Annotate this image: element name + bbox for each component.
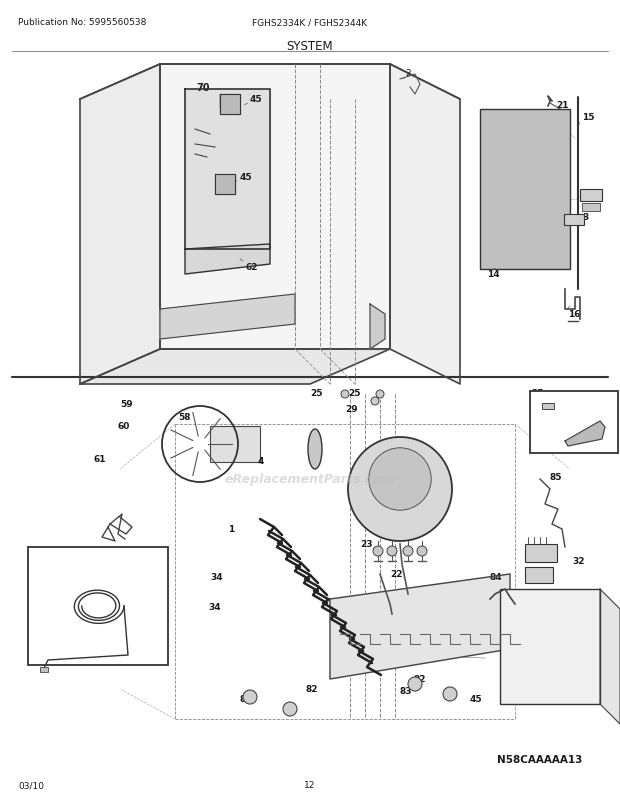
Text: 32: 32	[572, 557, 585, 565]
Bar	[40, 667, 48, 672]
Bar	[530, 391, 618, 453]
Text: 25: 25	[348, 389, 360, 398]
Polygon shape	[80, 350, 390, 384]
Text: 22: 22	[390, 569, 402, 579]
Polygon shape	[600, 589, 620, 724]
Text: 60: 60	[118, 422, 130, 431]
Text: 82: 82	[305, 685, 317, 694]
Text: 34: 34	[208, 603, 221, 612]
Circle shape	[283, 702, 297, 716]
Polygon shape	[80, 65, 160, 384]
Circle shape	[403, 546, 413, 557]
Text: 16: 16	[568, 310, 580, 319]
Text: 45: 45	[470, 695, 482, 703]
Bar	[582, 204, 600, 212]
Text: 55: 55	[543, 547, 556, 556]
Circle shape	[348, 437, 452, 541]
Text: eReplacementParts.com: eReplacementParts.com	[225, 473, 395, 486]
Text: 14: 14	[487, 270, 500, 279]
Text: 29: 29	[345, 405, 358, 414]
Bar	[28, 547, 168, 665]
Polygon shape	[220, 95, 240, 115]
Text: 45: 45	[240, 173, 252, 182]
Text: 41: 41	[581, 409, 593, 418]
Text: 85: 85	[550, 473, 562, 482]
Circle shape	[387, 546, 397, 557]
Bar	[525, 567, 553, 583]
Polygon shape	[160, 65, 390, 350]
Text: 25: 25	[310, 389, 322, 398]
Text: 30: 30	[540, 569, 552, 579]
Polygon shape	[370, 305, 385, 350]
Text: FGHS2334K / FGHS2344K: FGHS2334K / FGHS2344K	[252, 18, 368, 27]
Circle shape	[243, 691, 257, 704]
Text: 23: 23	[358, 503, 371, 512]
Circle shape	[371, 398, 379, 406]
Text: 45: 45	[250, 95, 263, 104]
Text: 12: 12	[304, 780, 316, 789]
Text: 21: 21	[556, 100, 569, 109]
Text: 2: 2	[405, 70, 410, 79]
Bar	[210, 427, 260, 463]
Text: 4: 4	[258, 457, 264, 466]
Text: 70: 70	[196, 83, 210, 93]
Circle shape	[341, 391, 349, 399]
Text: 34: 34	[210, 573, 223, 581]
Bar	[580, 190, 602, 202]
Text: 03/10: 03/10	[18, 780, 44, 789]
Text: 26: 26	[517, 589, 529, 599]
Circle shape	[417, 546, 427, 557]
Bar	[564, 215, 584, 225]
Text: 82: 82	[413, 674, 425, 683]
Ellipse shape	[308, 429, 322, 469]
Circle shape	[376, 391, 384, 399]
Circle shape	[443, 687, 457, 701]
Bar	[480, 110, 570, 269]
Polygon shape	[390, 65, 460, 384]
Text: 6: 6	[48, 548, 55, 557]
Text: 58: 58	[178, 413, 190, 422]
Text: SYSTEM: SYSTEM	[286, 40, 334, 53]
Text: 83: 83	[240, 695, 252, 703]
Text: Publication No: 5995560538: Publication No: 5995560538	[18, 18, 146, 27]
Text: N58CAAAAA13: N58CAAAAA13	[497, 754, 583, 764]
Text: 62: 62	[245, 263, 257, 272]
Text: 59: 59	[120, 400, 133, 409]
Polygon shape	[565, 422, 605, 447]
Circle shape	[369, 448, 431, 511]
Text: 44: 44	[570, 433, 583, 442]
Text: 3: 3	[582, 213, 588, 222]
Polygon shape	[185, 245, 270, 274]
Bar	[542, 403, 554, 410]
Circle shape	[408, 677, 422, 691]
Polygon shape	[330, 574, 510, 679]
Polygon shape	[215, 175, 235, 195]
Text: 23: 23	[360, 540, 373, 549]
Polygon shape	[160, 294, 295, 339]
Circle shape	[373, 546, 383, 557]
Bar	[525, 545, 557, 562]
Text: 84: 84	[490, 573, 503, 581]
Polygon shape	[185, 90, 270, 249]
Text: 83: 83	[400, 687, 412, 695]
Text: 1: 1	[228, 525, 234, 534]
Bar	[500, 589, 600, 704]
Text: 61: 61	[93, 455, 105, 464]
Text: 15: 15	[582, 113, 595, 123]
Text: 25: 25	[531, 389, 544, 398]
